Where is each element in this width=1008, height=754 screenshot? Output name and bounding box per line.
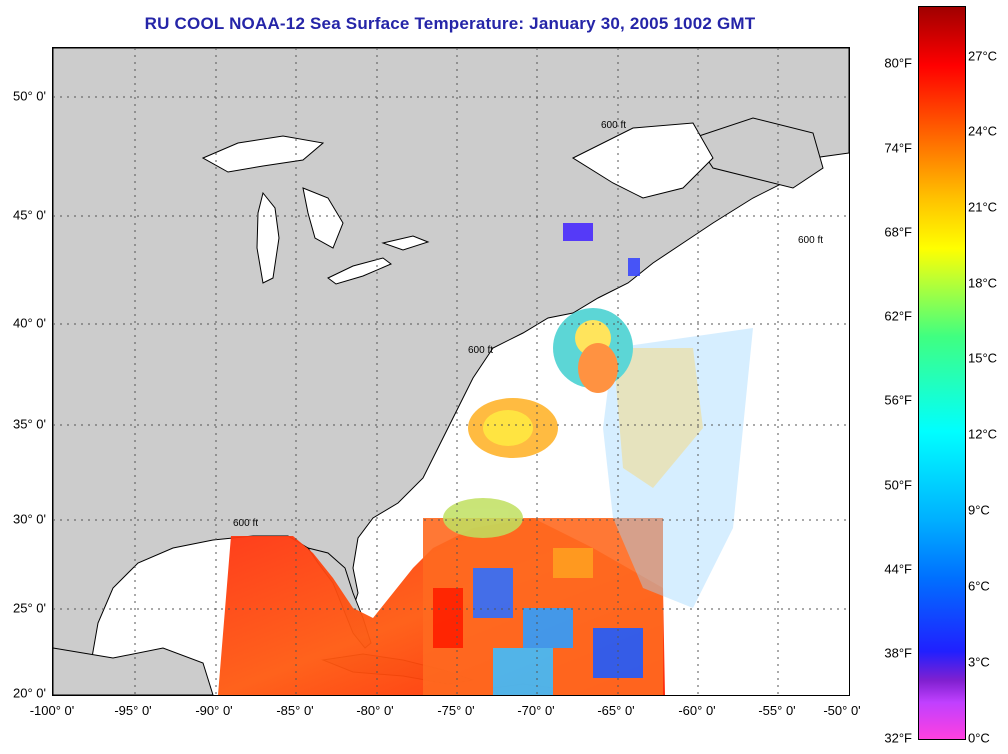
lon-tick: -90° 0': [195, 703, 233, 718]
sst-map: 600 ft 600 ft 600 ft 600 ft: [52, 47, 850, 696]
gulf-st-lawrence: [571, 122, 714, 199]
colorbar-c-label: 0°C: [968, 730, 990, 746]
colorbar-c-label: 21°C: [968, 199, 998, 215]
lat-tick: 45° 0': [13, 207, 46, 223]
colorbar-f-label: 74°F: [884, 140, 912, 156]
land-north: [53, 48, 849, 695]
colorbar-c-label: 6°C: [968, 578, 990, 594]
land-newfoundland: [692, 117, 824, 189]
chart-title: RU COOL NOAA-12 Sea Surface Temperature:…: [144, 14, 756, 33]
colorbar-c-label: 18°C: [968, 275, 998, 291]
colorbar-f-label: 38°F: [884, 645, 912, 661]
lat-tick: 30° 0': [13, 511, 46, 527]
sst-midatlantic: [443, 223, 753, 608]
colorbar-f-label: 32°F: [884, 730, 912, 746]
colorbar-f-label: 50°F: [884, 477, 912, 493]
land-yucatan: [53, 647, 214, 695]
colorbar-f-label: 62°F: [884, 308, 912, 324]
grid-lines: [53, 48, 849, 695]
colorbar-c-label: 15°C: [968, 350, 998, 366]
colorbar-c-label: 24°C: [968, 123, 998, 139]
colorbar-f-label: 56°F: [884, 392, 912, 408]
colorbar-c-label: 12°C: [968, 426, 998, 442]
lon-tick: -85° 0': [276, 703, 314, 718]
lon-tick: -100° 0': [29, 703, 75, 718]
lon-tick: -70° 0': [517, 703, 555, 718]
lat-tick: 35° 0': [13, 416, 46, 432]
contour-label: 600 ft: [233, 518, 258, 529]
lon-tick: -60° 0': [678, 703, 716, 718]
colorbar-f-label: 80°F: [884, 55, 912, 71]
lat-tick: 25° 0': [13, 600, 46, 616]
lon-tick: -80° 0': [356, 703, 394, 718]
colorbar-c-label: 27°C: [968, 48, 998, 64]
lake-huron: [302, 187, 344, 249]
colorbar: [918, 6, 966, 740]
lake-superior: [201, 135, 325, 173]
colorbar-f-label: 68°F: [884, 224, 912, 240]
sst-atlantic: [423, 518, 663, 695]
lon-tick: -50° 0': [823, 703, 861, 718]
contour-label: 600 ft: [798, 235, 823, 246]
lon-tick: -75° 0': [437, 703, 475, 718]
lat-tick: 20° 0': [13, 685, 46, 701]
lon-tick: -55° 0': [758, 703, 796, 718]
lake-ontario: [381, 235, 430, 251]
contour-label: 600 ft: [468, 345, 493, 356]
colorbar-c-label: 9°C: [968, 502, 990, 518]
lat-tick: 40° 0': [13, 315, 46, 331]
lon-tick: -95° 0': [114, 703, 152, 718]
colorbar-f-label: 44°F: [884, 561, 912, 577]
contour-label: 600 ft: [601, 120, 626, 131]
colorbar-c-label: 3°C: [968, 654, 990, 670]
lat-tick: 50° 0': [13, 88, 46, 104]
lon-tick: -65° 0': [597, 703, 635, 718]
lake-michigan: [256, 191, 280, 284]
lake-erie: [327, 257, 392, 285]
map-canvas: 600 ft 600 ft 600 ft 600 ft: [53, 48, 849, 695]
